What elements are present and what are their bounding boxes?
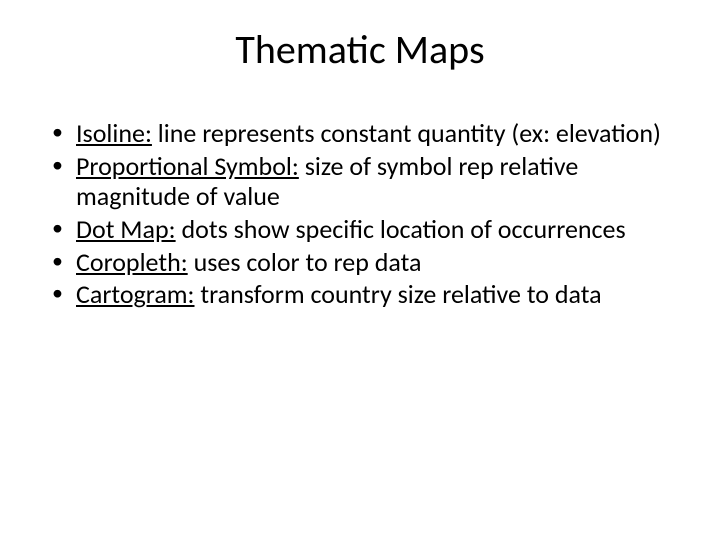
definition: transform country size relative to data: [195, 278, 602, 310]
list-item: Cartogram: transform country size relati…: [48, 280, 680, 310]
term: Isoline:: [76, 117, 152, 149]
slide-container: Thematic Maps Isoline: line represents c…: [0, 0, 720, 540]
definition: line represents constant quantity (ex: e…: [152, 117, 661, 149]
bullet-list: Isoline: line represents constant quanti…: [48, 119, 680, 310]
term: Dot Map:: [76, 213, 176, 245]
list-item: Proportional Symbol: size of symbol rep …: [48, 152, 680, 212]
definition: dots show specific location of occurrenc…: [176, 213, 626, 245]
definition: uses color to rep data: [188, 246, 422, 278]
list-item: Isoline: line represents constant quanti…: [48, 119, 680, 149]
list-item: Coropleth: uses color to rep data: [48, 248, 680, 278]
term: Cartogram:: [76, 278, 195, 310]
list-item: Dot Map: dots show specific location of …: [48, 215, 680, 245]
term: Coropleth:: [76, 246, 188, 278]
slide-content: Isoline: line represents constant quanti…: [40, 119, 680, 310]
term: Proportional Symbol:: [76, 150, 299, 182]
slide-title: Thematic Maps: [40, 25, 680, 74]
